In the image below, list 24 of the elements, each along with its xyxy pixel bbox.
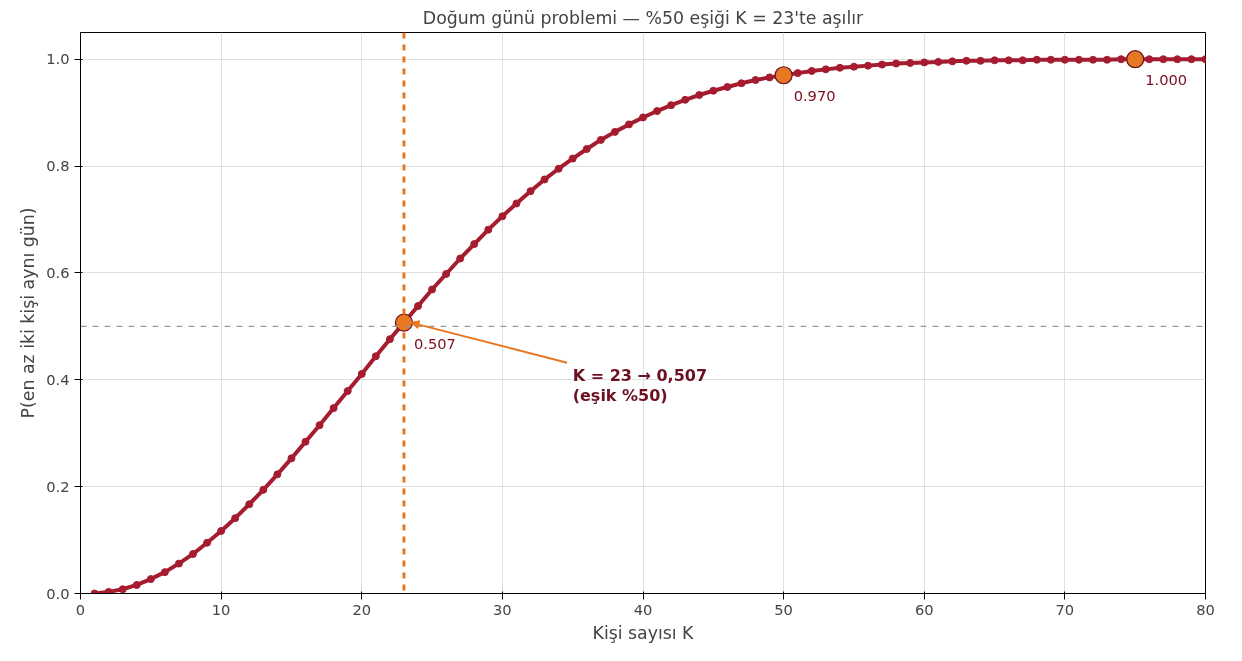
y-tick-label: 0.8: [46, 157, 70, 175]
y-axis-title: P(en az iki kişi aynı gün): [18, 207, 39, 419]
chart-title: Doğum günü problemi — %50 eşiği K = 23'te aşılır: [422, 7, 865, 28]
y-tick-label: 0.0: [46, 584, 70, 602]
point: [774, 66, 793, 85]
x-tick-label: 80: [1196, 600, 1215, 618]
data-label: 1.000: [1145, 71, 1188, 89]
data-label: 0.507: [413, 334, 456, 352]
annotation: K = 23 → 0,507 (eşik %50): [572, 366, 708, 406]
y-tick-label: 1.0: [46, 50, 70, 68]
x-tick-label: 30: [493, 600, 512, 618]
x-tick-label: 0: [75, 600, 86, 618]
data-label: 0.970: [793, 87, 836, 105]
x-tick-label: 20: [352, 600, 372, 618]
x-tick-label: 10: [211, 600, 231, 618]
x-axis-title: Kişi sayısı K: [592, 622, 695, 643]
y-tick-label: 0.4: [46, 370, 70, 388]
y-tick-label: 0.6: [46, 263, 70, 281]
y-tick-label: 0.2: [46, 477, 70, 495]
x-tick-label: 60: [914, 600, 934, 618]
point: [1126, 50, 1145, 69]
x-tick-label: 50: [774, 600, 793, 618]
x-tick-label: 40: [633, 600, 653, 618]
x-tick-label: 70: [1055, 600, 1075, 618]
